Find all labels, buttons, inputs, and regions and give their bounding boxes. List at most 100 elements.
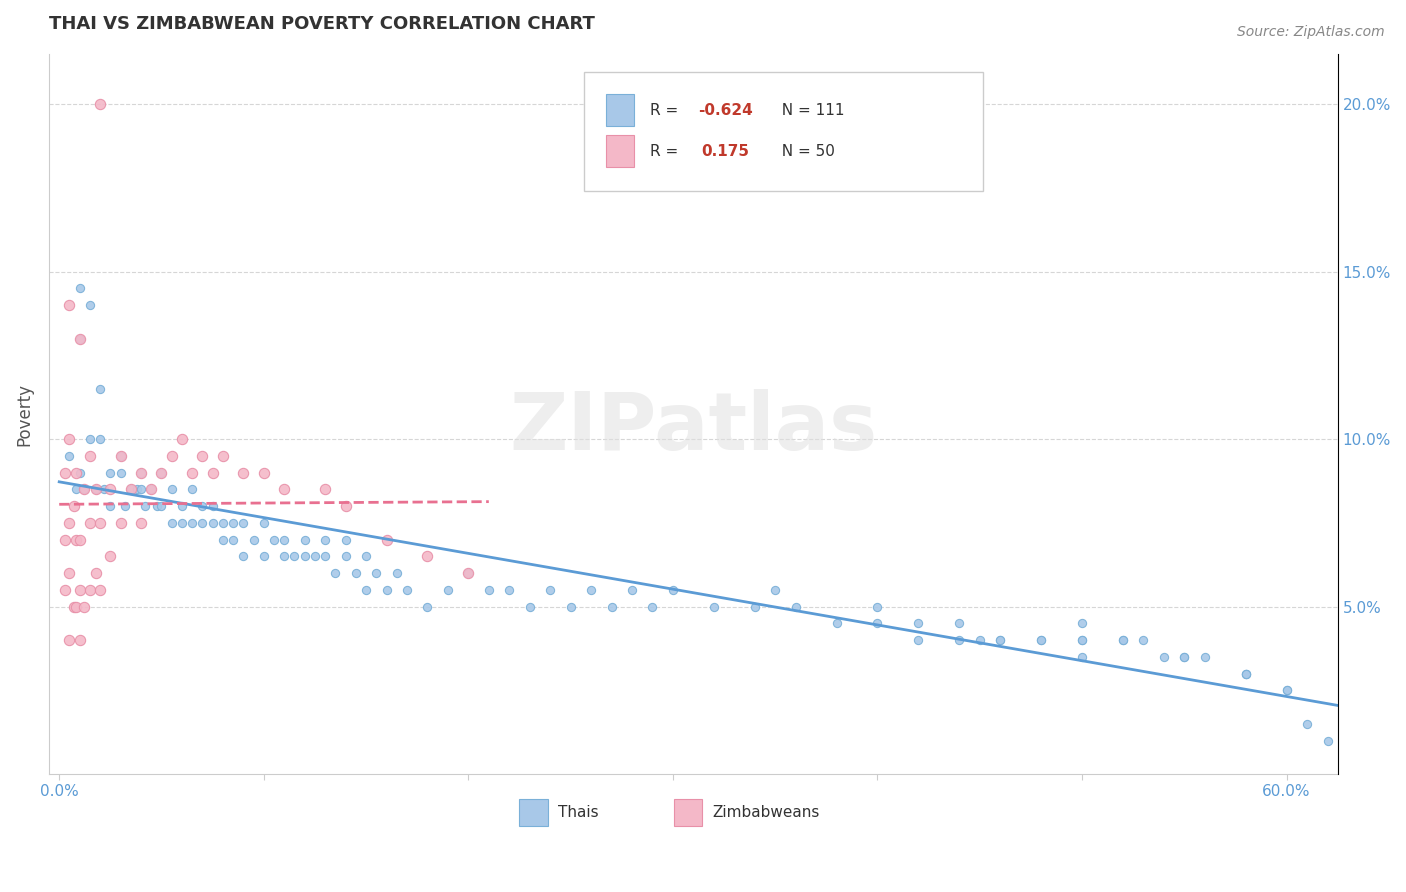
- Point: [181, 483, 204, 497]
- Point: [53, 582, 76, 597]
- Point: [98, 466, 121, 480]
- Text: ZIPatlas: ZIPatlas: [509, 390, 877, 467]
- Point: [65, 533, 87, 547]
- Point: [354, 582, 377, 597]
- Point: [110, 449, 132, 463]
- Point: [1275, 683, 1298, 698]
- Point: [294, 549, 316, 564]
- Point: [129, 466, 152, 480]
- Point: [58, 298, 80, 312]
- Point: [129, 483, 152, 497]
- Point: [314, 483, 336, 497]
- Point: [150, 466, 173, 480]
- Point: [201, 466, 224, 480]
- Point: [89, 97, 111, 112]
- Point: [1316, 733, 1339, 747]
- Point: [1173, 649, 1195, 664]
- Point: [763, 582, 786, 597]
- Point: [263, 533, 285, 547]
- Point: [1029, 633, 1052, 648]
- Text: Zimbabweans: Zimbabweans: [713, 805, 820, 820]
- Point: [129, 466, 152, 480]
- Bar: [606, 94, 634, 127]
- Point: [294, 533, 316, 547]
- Point: [335, 549, 357, 564]
- Point: [79, 298, 101, 312]
- Point: [89, 432, 111, 446]
- Point: [416, 549, 439, 564]
- Point: [1275, 683, 1298, 698]
- Text: R =: R =: [650, 144, 688, 159]
- Point: [89, 516, 111, 530]
- Point: [160, 449, 183, 463]
- Point: [366, 566, 388, 580]
- Point: [191, 449, 214, 463]
- Point: [314, 549, 336, 564]
- Point: [69, 332, 91, 346]
- Point: [58, 449, 80, 463]
- Point: [314, 533, 336, 547]
- Point: [866, 599, 889, 614]
- Point: [120, 483, 142, 497]
- Point: [1234, 666, 1257, 681]
- Point: [253, 549, 276, 564]
- Point: [212, 449, 235, 463]
- Point: [1112, 633, 1135, 648]
- Point: [69, 281, 91, 295]
- Point: [98, 483, 121, 497]
- Point: [437, 582, 460, 597]
- Point: [58, 633, 80, 648]
- Text: Thais: Thais: [558, 805, 599, 820]
- Text: N = 50: N = 50: [772, 144, 835, 159]
- Point: [641, 599, 664, 614]
- Point: [79, 582, 101, 597]
- FancyBboxPatch shape: [583, 72, 983, 191]
- Point: [253, 466, 276, 480]
- Point: [354, 549, 377, 564]
- Point: [600, 599, 623, 614]
- Point: [273, 549, 295, 564]
- Point: [385, 566, 408, 580]
- Point: [1112, 633, 1135, 648]
- Point: [988, 633, 1011, 648]
- Point: [744, 599, 766, 614]
- Point: [150, 466, 173, 480]
- Point: [201, 516, 224, 530]
- Bar: [673, 798, 703, 826]
- Point: [110, 516, 132, 530]
- Point: [273, 533, 295, 547]
- Point: [1234, 666, 1257, 681]
- Point: [212, 516, 235, 530]
- Point: [662, 582, 685, 597]
- Point: [73, 483, 96, 497]
- Point: [907, 633, 929, 648]
- Point: [69, 582, 91, 597]
- Point: [1071, 616, 1094, 631]
- Point: [134, 499, 156, 513]
- Point: [457, 566, 479, 580]
- Point: [907, 616, 929, 631]
- Point: [69, 533, 91, 547]
- Point: [141, 483, 163, 497]
- Point: [98, 549, 121, 564]
- Point: [866, 616, 889, 631]
- Point: [948, 633, 970, 648]
- Point: [79, 449, 101, 463]
- Point: [785, 599, 807, 614]
- Point: [110, 449, 132, 463]
- Point: [89, 382, 111, 396]
- Point: [58, 566, 80, 580]
- Point: [1173, 649, 1195, 664]
- Point: [1153, 649, 1175, 664]
- Point: [416, 599, 439, 614]
- Point: [335, 499, 357, 513]
- Point: [1071, 633, 1094, 648]
- Point: [1296, 716, 1319, 731]
- Point: [335, 533, 357, 547]
- Point: [141, 483, 163, 497]
- Point: [120, 483, 142, 497]
- Point: [1194, 649, 1216, 664]
- Point: [344, 566, 367, 580]
- Point: [201, 499, 224, 513]
- Point: [114, 499, 136, 513]
